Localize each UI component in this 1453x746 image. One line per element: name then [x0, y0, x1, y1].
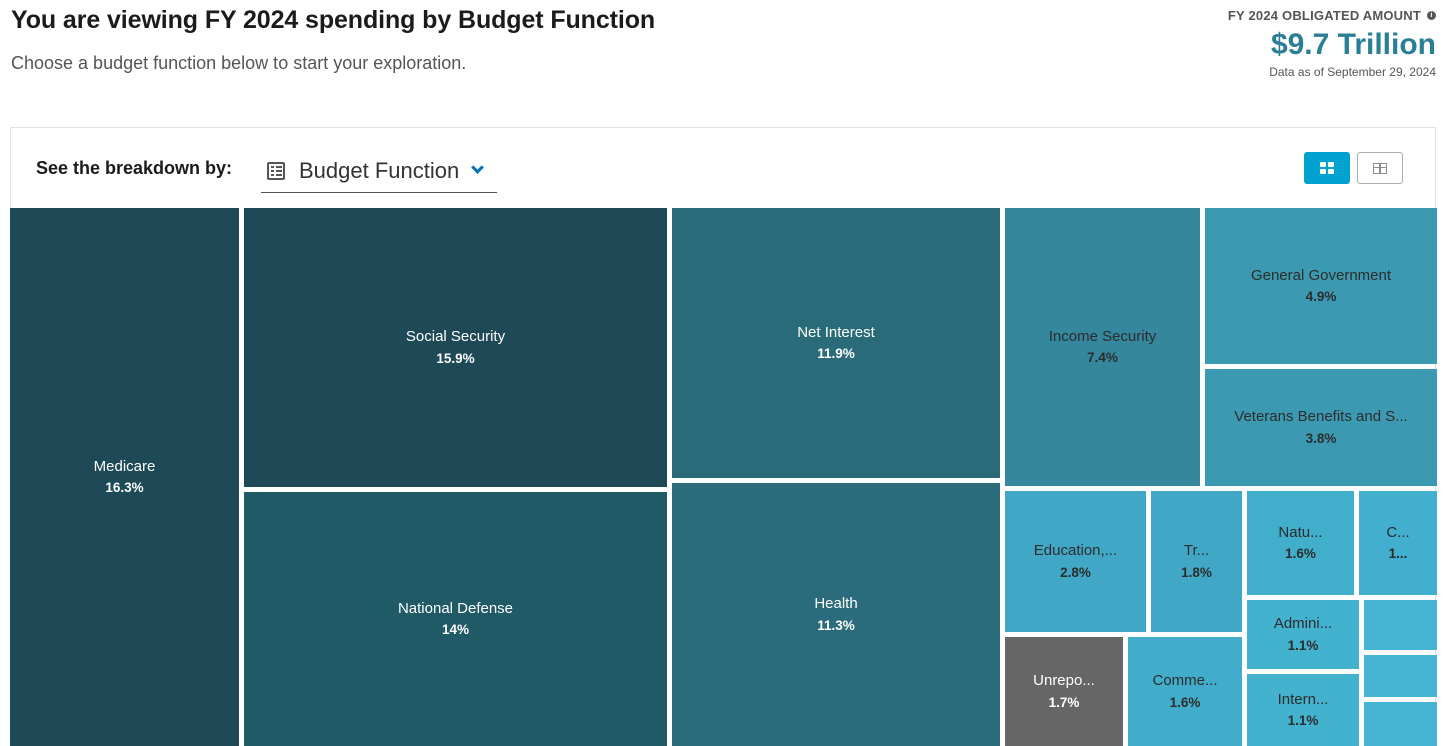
data-as-of-date: Data as of September 29, 2024 — [1269, 65, 1436, 79]
obligated-amount-label: FY 2024 OBLIGATED AMOUNT — [1227, 8, 1421, 23]
obligated-amount-block: FY 2024 OBLIGATED AMOUNT i $9.7 Trillion… — [1228, 8, 1436, 79]
treemap-cell-label: Income Security — [1048, 327, 1157, 345]
treemap-cell-label: Natu... — [1278, 523, 1323, 541]
breakdown-label: See the breakdown by: — [36, 158, 233, 178]
treemap-cell-label: Admini... — [1273, 615, 1333, 633]
treemap-cell-label: National Defense — [397, 599, 514, 617]
treemap-cell-label: Comme... — [1152, 672, 1218, 690]
treemap-cell-unlabeled-16[interactable] — [1364, 600, 1437, 650]
table-view-button[interactable] — [1357, 152, 1403, 184]
treemap-cell-income-security[interactable]: Income Security 7.4% — [1005, 208, 1200, 486]
chevron-down-icon — [471, 161, 485, 174]
treemap-cell-unlabeled-17[interactable] — [1364, 655, 1437, 697]
treemap-cell-label: Social Security — [405, 328, 506, 346]
treemap-cell-transportation[interactable]: Tr... 1.8% — [1151, 491, 1242, 632]
treemap-cell-percent: 3.8% — [1305, 430, 1337, 446]
obligated-amount-value: $9.7 Trillion — [1270, 28, 1436, 61]
table-icon — [1373, 162, 1387, 174]
treemap-cell-label: Net Interest — [797, 323, 875, 341]
treemap-cell-commerce[interactable]: Comme... 1.6% — [1128, 637, 1242, 746]
treemap-cell-label: General Government — [1250, 266, 1392, 284]
treemap-cell-label: Medicare — [93, 457, 156, 475]
treemap-cell-label: Tr... — [1183, 542, 1210, 560]
treemap-cell-medicare[interactable]: Medicare 16.3% — [10, 208, 239, 746]
list-icon — [267, 161, 285, 180]
treemap-cell-percent: 16.3% — [105, 480, 144, 496]
treemap-cell-percent: 11.9% — [817, 346, 855, 362]
treemap-cell-percent: 2.8% — [1060, 564, 1091, 580]
treemap-cell-net-interest[interactable]: Net Interest 11.9% — [672, 208, 1000, 478]
treemap-cell-veterans-benefits-and-services[interactable]: Veterans Benefits and S... 3.8% — [1205, 369, 1437, 486]
page-title: You are viewing FY 2024 spending by Budg… — [11, 6, 656, 34]
treemap-cell-label: Veterans Benefits and S... — [1234, 408, 1408, 426]
treemap-cell-label: Intern... — [1277, 690, 1329, 708]
breakdown-dropdown[interactable]: Budget Function — [261, 149, 497, 193]
budget-function-treemap: Medicare 16.3% Social Security 15.9% Nationa… — [10, 208, 1437, 746]
treemap-cell-percent: 4.9% — [1305, 289, 1337, 305]
dropdown-selected-value: Budget Function — [299, 157, 460, 183]
grid-icon — [1320, 162, 1334, 174]
treemap-cell-natural-resources[interactable]: Natu... 1.6% — [1247, 491, 1354, 595]
treemap-cell-international[interactable]: Intern... 1.1% — [1247, 674, 1359, 746]
treemap-cell-health[interactable]: Health 11.3% — [672, 483, 1000, 746]
treemap-cell-percent: 15.9% — [436, 350, 475, 366]
treemap-cell-percent: 7.4% — [1087, 350, 1118, 366]
page-subtitle: Choose a budget function below to start … — [11, 53, 467, 73]
treemap-cell-percent: 1.1% — [1287, 713, 1319, 729]
treemap-cell-unlabeled-18[interactable] — [1364, 702, 1437, 746]
treemap-cell-unreported[interactable]: Unrepo... 1.7% — [1005, 637, 1123, 746]
treemap-cell-education[interactable]: Education,... 2.8% — [1005, 491, 1146, 632]
treemap-cell-national-defense[interactable]: National Defense 14% — [244, 492, 667, 746]
treemap-cell-administration[interactable]: Admini... 1.1% — [1247, 600, 1359, 669]
treemap-cell-label: Health — [814, 595, 858, 613]
treemap-view-button[interactable] — [1304, 152, 1350, 184]
treemap-cell-percent: 14% — [441, 622, 470, 638]
treemap-cell-label: Education,... — [1033, 542, 1118, 560]
treemap-cell-percent: 1.8% — [1181, 564, 1212, 580]
treemap-cell-social-security[interactable]: Social Security 15.9% — [244, 208, 667, 487]
treemap-cell-percent: 11.3% — [817, 617, 855, 633]
treemap-cell-percent: 1... — [1388, 546, 1408, 562]
treemap-cell-label: Unrepo... — [1033, 672, 1095, 690]
treemap-cell-percent: 1.1% — [1287, 637, 1319, 653]
treemap-cell-general-government[interactable]: General Government 4.9% — [1205, 208, 1437, 364]
info-icon[interactable]: i — [1427, 11, 1436, 20]
treemap-cell-c[interactable]: C... 1... — [1359, 491, 1437, 595]
treemap-cell-percent: 1.6% — [1169, 694, 1201, 710]
treemap-cell-percent: 1.6% — [1285, 546, 1316, 562]
treemap-cell-label: C... — [1386, 523, 1410, 541]
treemap-cell-percent: 1.7% — [1048, 694, 1080, 710]
